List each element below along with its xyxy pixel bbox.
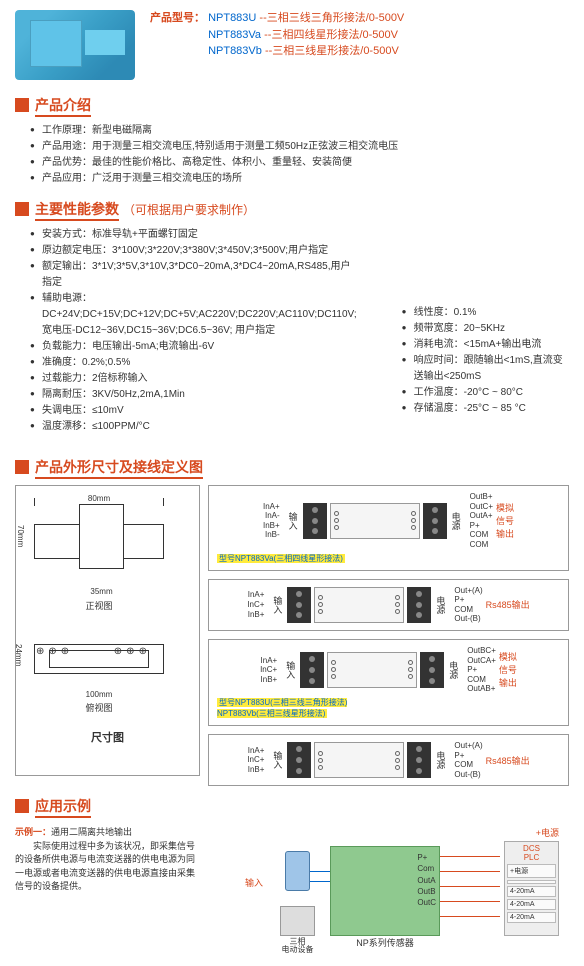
square-icon: [15, 799, 29, 813]
spec-item: 线性度：0.1%: [402, 305, 569, 321]
specs-left: 安装方式：标准导轨+平面螺钉固定 原边额定电压：3*100V;3*220V;3*…: [15, 227, 357, 435]
spec-item: 辅助电源：DC+24V;DC+15V;DC+12V;DC+5V;AC220V;D…: [30, 291, 357, 339]
model-info: 产品型号： NPT883U --三相三线三角形接法/0-500V 产品型号： N…: [150, 10, 569, 60]
spec-item: 存储温度：-25°C ~ 85 °C: [402, 401, 569, 417]
square-icon: [15, 98, 29, 112]
header: 产品型号： NPT883U --三相三线三角形接法/0-500V 产品型号： N…: [15, 10, 569, 80]
spec-item: 隔离耐压：3KV/50Hz,2mA,1Min: [30, 387, 357, 403]
intro-item: 产品用途：用于测量三相交流电压,特别适用于测量工频50Hz正弦波三相交流电压: [30, 139, 569, 155]
module-body: [327, 652, 417, 688]
sensor-box: P+ Com OutA OutB OutC NP系列传感器: [330, 846, 440, 936]
intro-item: 产品优势：最佳的性能价格比、高稳定性、体积小、重量轻、安装简便: [30, 155, 569, 171]
spec-item: 工作温度：-20°C ~ 80°C: [402, 385, 569, 401]
model-desc-1: --三相四线星形接法/0-500V: [264, 29, 398, 41]
wiring-box-3: InA+ InC+ InB+ 输入 电源 OutBC+ OutCA+ P+ CO…: [208, 639, 569, 726]
application-diagram: +电源 输入 三相 电动设备 P+ Com OutA OutB OutC NP系…: [210, 826, 569, 956]
section-specs-title: 主要性能参数 （可根据用户要求制作）: [15, 199, 569, 219]
module-body: [314, 587, 404, 623]
model-tag: 型号NPT883Va(三相四线星形接法): [217, 553, 560, 564]
spec-item: 安装方式：标准导轨+平面螺钉固定: [30, 227, 357, 243]
terminal-block: [423, 503, 447, 539]
square-icon: [15, 202, 29, 216]
model-tag: 型号NPT883U(三相三线三角形接法) NPT883Vb(三相三线星形接法): [217, 697, 560, 719]
model-code-0: NPT883U: [208, 12, 256, 24]
model-desc-0: --三相三线三角形接法/0-500V: [259, 12, 404, 24]
model-label: 产品型号：: [150, 12, 205, 24]
terminal-block: [407, 587, 431, 623]
spec-item: 原边额定电压：3*100V;3*220V;3*380V;3*450V;3*500…: [30, 243, 357, 259]
spec-item: 响应时间：跟随输出<1mS,直流变送输出<250mS: [402, 353, 569, 385]
side-view: ⊕⊕⊕ ⊕⊕⊕ 24mm 100mm 俯视图: [24, 634, 174, 689]
module-body: [314, 742, 404, 778]
dimension-diagram: 80mm 70mm 35mm 正视图 ⊕⊕⊕ ⊕⊕⊕ 24mm 100mm 俯视…: [15, 485, 200, 776]
model-desc-2: --三相三线星形接法/0-500V: [265, 45, 399, 57]
spec-item: 频带宽度：20~5KHz: [402, 321, 569, 337]
wiring-box-4: InA+ InC+ InB+ 输入 电源 Out+(A) P+ COM Out-…: [208, 734, 569, 786]
section-intro-title: 产品介绍: [15, 95, 569, 115]
terminal-block: [420, 652, 444, 688]
wiring-diagrams: InA+ InA- InB+ InB- 输入 电源 OutB+ OutC+ Ou…: [208, 485, 569, 786]
section-application-title: 应用示例: [15, 796, 569, 816]
specs-columns: 安装方式：标准导轨+平面螺钉固定 原边额定电压：3*100V;3*220V;3*…: [15, 227, 569, 447]
section-dimensions-title: 产品外形尺寸及接线定义图: [15, 457, 569, 477]
intro-list: 工作原理：新型电磁隔离 产品用途：用于测量三相交流电压,特别适用于测量工频50H…: [15, 123, 569, 187]
terminal-block: [287, 587, 311, 623]
model-code-2: NPT883Vb: [208, 45, 262, 57]
spec-item: 失调电压：≤10mV: [30, 403, 357, 419]
power-box: 三相 电动设备: [280, 906, 315, 936]
square-icon: [15, 460, 29, 474]
application-area: 示例一：通用二隔离共地输出 实际使用过程中多为该状况，即采集信号的设备所供电源与…: [15, 826, 569, 956]
spec-item: 温度漂移：≤100PPM/°C: [30, 419, 357, 435]
specs-right: 线性度：0.1% 频带宽度：20~5KHz 消耗电流：<15mA+输出电流 响应…: [387, 305, 569, 417]
diagrams-row: 80mm 70mm 35mm 正视图 ⊕⊕⊕ ⊕⊕⊕ 24mm 100mm 俯视…: [15, 485, 569, 786]
terminal-block: [407, 742, 431, 778]
wiring-box-2: InA+ InC+ InB+ 输入 电源 Out+(A) P+ COM Out-…: [208, 579, 569, 631]
module-body: [330, 503, 420, 539]
product-image: [15, 10, 135, 80]
dcs-box: DCS PLC +电源 4-20mA 4-20mA 4-20mA: [504, 841, 559, 936]
intro-item: 工作原理：新型电磁隔离: [30, 123, 569, 139]
spec-item: 负载能力：电压输出-5mA;电流输出-6V: [30, 339, 357, 355]
model-code-1: NPT883Va: [208, 29, 261, 41]
terminal-block: [303, 503, 327, 539]
valve-icon: [285, 851, 310, 891]
terminal-block: [287, 742, 311, 778]
terminal-block: [300, 652, 324, 688]
spec-item: 消耗电流：<15mA+输出电流: [402, 337, 569, 353]
spec-item: 过载能力：2倍标称输入: [30, 371, 357, 387]
spec-item: 额定输出：3*1V;3*5V,3*10V,3*DC0~20mA,3*DC4~20…: [30, 259, 357, 291]
intro-item: 产品应用：广泛用于测量三相交流电压的场所: [30, 171, 569, 187]
front-view: 80mm 70mm 35mm 正视图: [24, 494, 174, 584]
spec-item: 准确度：0.2%;0.5%: [30, 355, 357, 371]
dimension-caption: 尺寸图: [24, 729, 191, 745]
application-text: 示例一：通用二隔离共地输出 实际使用过程中多为该状况，即采集信号的设备所供电源与…: [15, 826, 195, 956]
wiring-box-1: InA+ InA- InB+ InB- 输入 电源 OutB+ OutC+ Ou…: [208, 485, 569, 571]
